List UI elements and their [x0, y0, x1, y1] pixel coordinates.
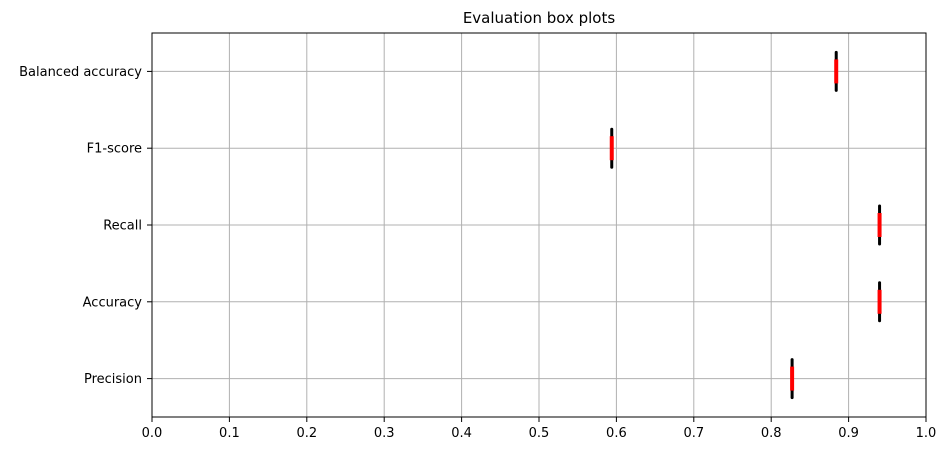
y-tick-label: Accuracy	[83, 295, 143, 310]
box-layer	[609, 50, 882, 400]
x-tick-label: 0.6	[606, 426, 627, 441]
y-axis: Precision Accuracy Recall F1-score Balanced …	[19, 65, 152, 387]
x-tick-label: 0.9	[838, 426, 859, 441]
y-tick-label: Precision	[84, 372, 142, 387]
x-tick-label: 0.5	[529, 426, 550, 441]
x-tick-label: 1.0	[916, 426, 937, 441]
x-tick-label: 0.4	[451, 426, 472, 441]
x-tick-label: 0.7	[683, 426, 704, 441]
y-tick-label: Balanced accuracy	[19, 65, 142, 80]
chart-title: Evaluation box plots	[463, 9, 616, 27]
x-tick-label: 0.1	[219, 426, 240, 441]
x-tick-label: 0.8	[761, 426, 782, 441]
x-tick-label: 0.3	[374, 426, 395, 441]
y-tick-label: F1-score	[87, 142, 142, 157]
grid-layer	[151, 33, 927, 417]
y-tick-label: Recall	[103, 219, 142, 234]
x-axis: 0.0 0.1 0.2 0.3 0.4 0.5 0.6 0.7 0.8 0.9 1.0	[142, 417, 937, 441]
x-tick-label: 0.2	[296, 426, 317, 441]
x-tick-label: 0.0	[142, 426, 163, 441]
